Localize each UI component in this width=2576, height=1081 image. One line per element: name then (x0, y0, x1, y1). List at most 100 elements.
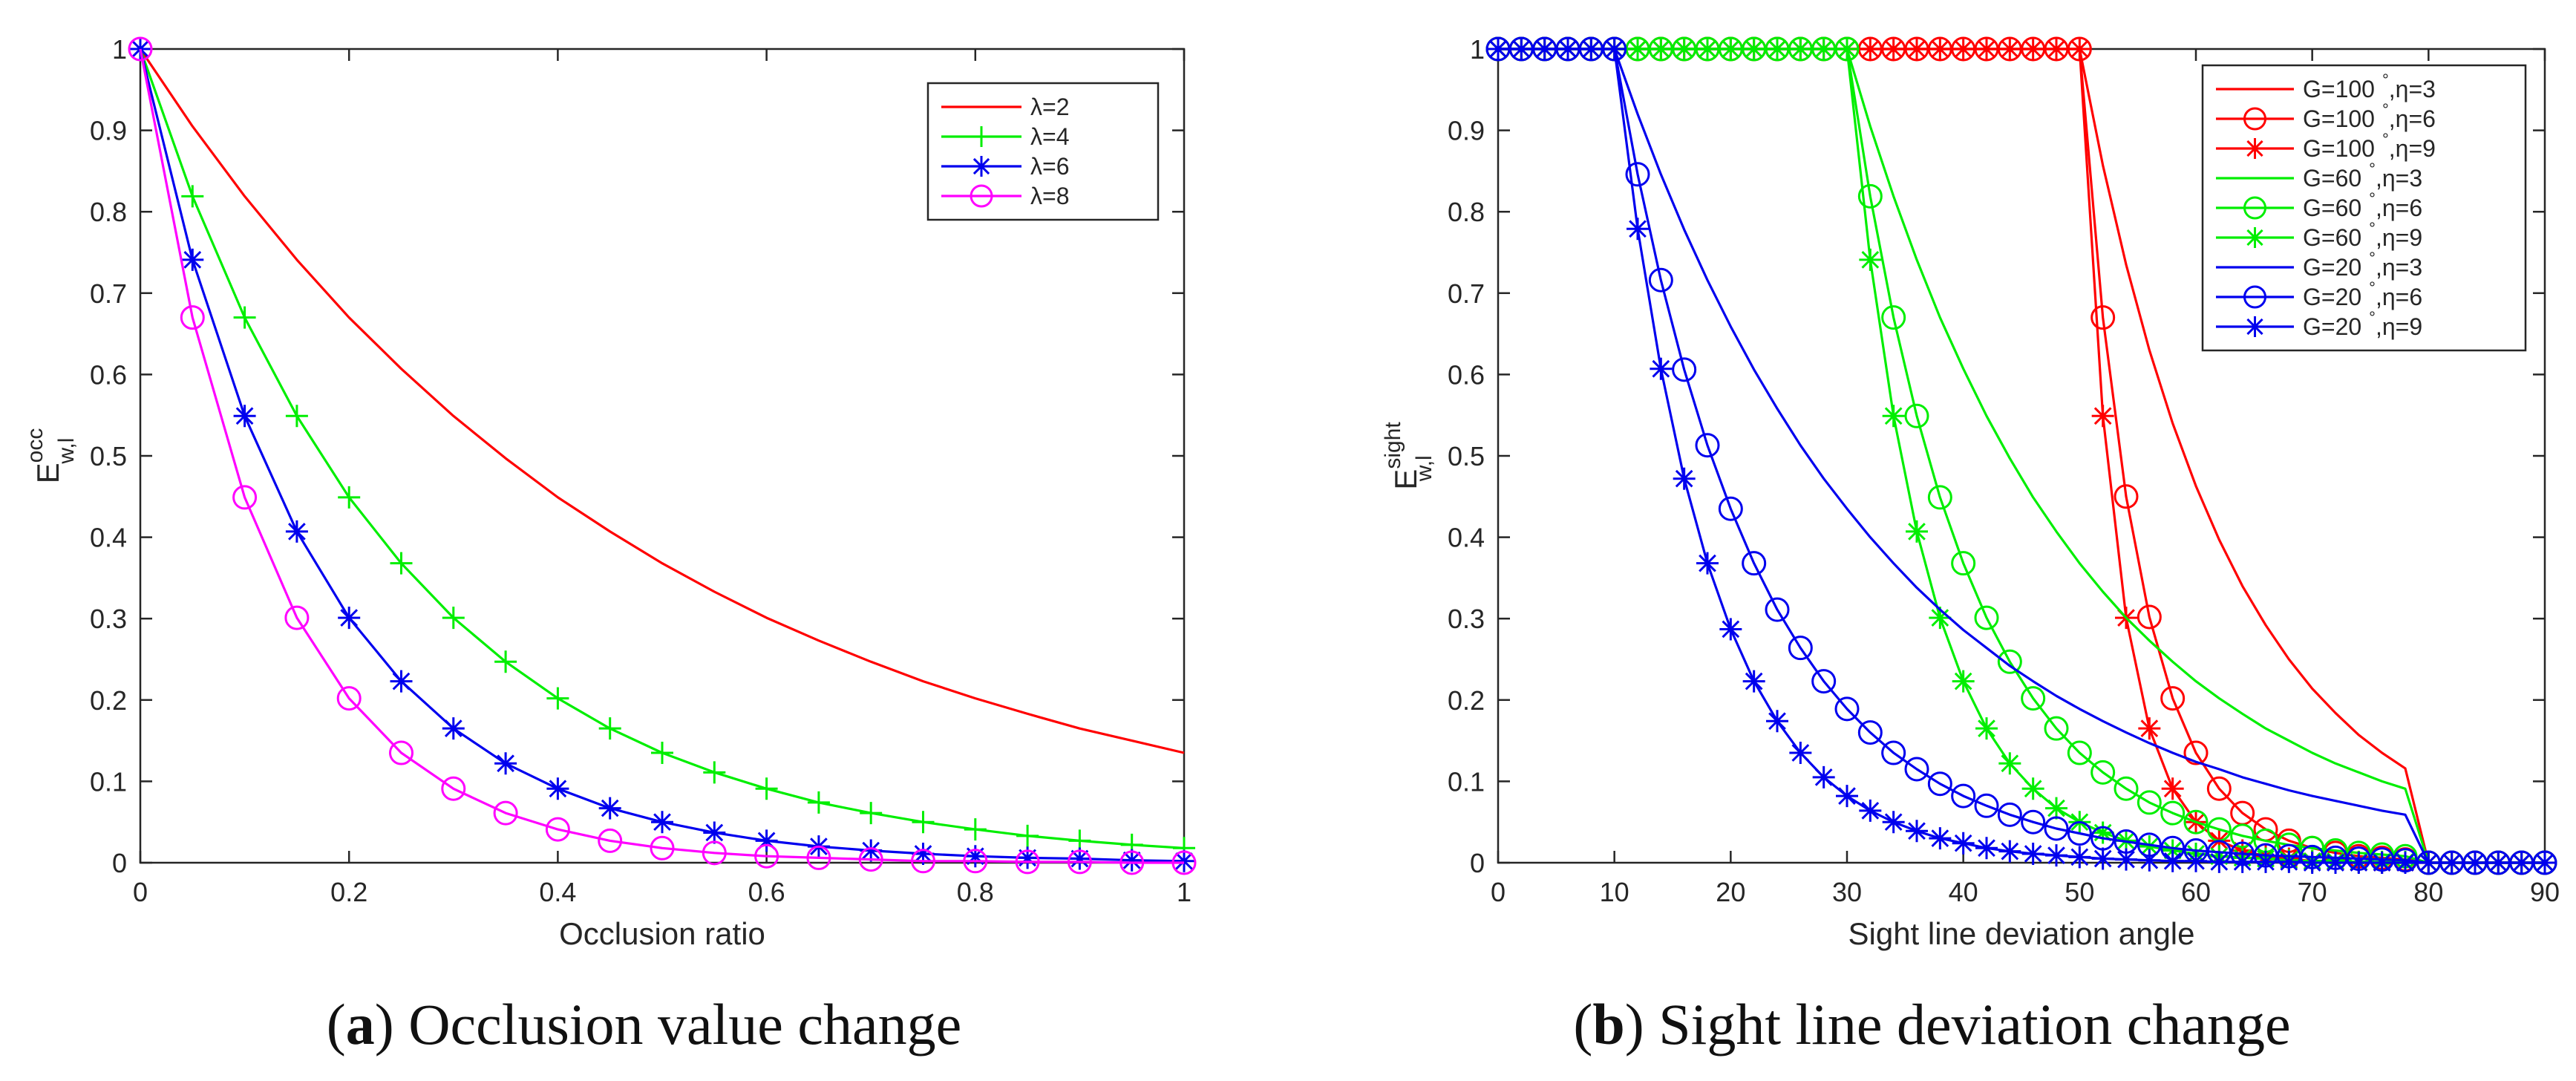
chart-a-x-axis-label: Occlusion ratio (559, 916, 765, 951)
degree-symbol: ° (2369, 219, 2376, 238)
legend-label-part: ,η=9 (2389, 135, 2436, 162)
chart-b-ytick-label: 0.2 (1448, 685, 1485, 716)
degree-symbol: ° (2382, 130, 2389, 148)
chart-b-data-point (1881, 740, 1906, 765)
chart-a-legend: λ=2 λ=4 λ=6 λ=8 (926, 82, 1160, 221)
chart-b-data-point (2301, 852, 2324, 874)
chart-b-data-point (1998, 38, 2021, 60)
chart-b-data-point (2021, 38, 2044, 60)
chart-a-legend-label: λ=8 (1030, 183, 1069, 209)
chart-a-legend-marker (971, 126, 992, 147)
chart-a-ytick-label: 0 (112, 848, 127, 878)
y-label-sub: w,l (1412, 455, 1436, 482)
chart-a-data-point (650, 835, 675, 860)
chart-a-data-point (442, 717, 465, 740)
chart-b-ytick-label: 0.6 (1448, 359, 1485, 390)
chart-b-data-point (2067, 821, 2092, 846)
chart-b-data-point (2091, 847, 2114, 870)
sight-deviation-chart: 0 10 20 30 40 50 60 70 80 90 0 0.1 0.2 0.3 0.4 0.5 0.6 0.… (1381, 34, 2560, 951)
chart-b-xtick-label: 30 (1832, 877, 1862, 907)
chart-b-data-point (1951, 783, 1976, 809)
chart-b-legend-marker (2243, 285, 2266, 309)
chart-b-ytick-label: 1 (1470, 34, 1485, 65)
chart-a-data-point (390, 552, 413, 575)
chart-a-data-point (651, 811, 673, 834)
degree-symbol: ° (2382, 100, 2389, 119)
occlusion-chart: 0 0.2 0.4 0.6 0.8 1 0 0.1 0.2 0.3 0.4 0.5 0.6 0.7 0.8 0… (23, 34, 1197, 951)
chart-b-xtick-label: 90 (2530, 877, 2560, 907)
chart-b-data-point (1696, 38, 1719, 60)
chart-b-data-point (1857, 183, 1883, 209)
chart-b-data-point (1510, 38, 1533, 60)
chart-a-data-point (233, 405, 256, 428)
chart-b-legend-marker (2244, 138, 2266, 159)
chart-b-data-point (1580, 38, 1603, 60)
chart-a-data-point (338, 486, 361, 509)
panel-a-occlusion: 0 0.2 0.4 0.6 0.8 1 0 0.1 0.2 0.3 0.4 0.5 0.6 0.7 0.8 0… (23, 34, 1197, 1056)
legend-label-part: G=60 (2303, 195, 2361, 221)
chart-b-data-point (1766, 710, 1788, 733)
legend-label-part: ,η=3 (2376, 254, 2422, 281)
chart-a-ytick-label: 0.4 (90, 523, 127, 553)
chart-a-ytick-label: 0.1 (90, 766, 127, 797)
chart-a-xtick-label: 0.8 (957, 877, 994, 907)
chart-a-data-point (703, 761, 726, 784)
chart-b-data-point (1974, 793, 1999, 818)
chart-b-data-point (1834, 696, 1860, 722)
chart-a-data-point (911, 849, 935, 874)
chart-b-data-point (1788, 636, 1813, 661)
chart-a-data-point (1171, 850, 1197, 875)
chart-b-data-point (2161, 777, 2184, 800)
legend-label-part: ,η=3 (2376, 165, 2422, 192)
chart-b-data-point (2045, 844, 2067, 867)
chart-b-ytick-label: 0 (1470, 848, 1485, 878)
chart-b-x-axis-label: Sight line deviation angle (1848, 916, 2194, 951)
chart-b-data-point (2487, 852, 2510, 874)
chart-b-data-point (2138, 849, 2161, 872)
y-label-sub: w,l (54, 438, 79, 465)
chart-a-data-point (1067, 849, 1092, 875)
panel-b-sight: 0 10 20 30 40 50 60 70 80 90 0 0.1 0.2 0.3 0.4 0.5 0.6 0.… (1288, 0, 2576, 1081)
chart-b-data-point (1998, 752, 2021, 775)
chart-b-data-point (1882, 38, 1905, 60)
chart-b-data-point (2278, 850, 2301, 873)
chart-b-legend-label: G=100 °,η=9 (2303, 130, 2436, 162)
chart-b-data-point (2137, 790, 2162, 815)
chart-b-data-point (1952, 670, 1975, 693)
chart-b-data-point (2044, 716, 2069, 741)
chart-b-data-point (2021, 842, 2044, 865)
chart-b-data-point (2045, 38, 2067, 60)
chart-b-data-point (1812, 765, 1835, 788)
chart-a-data-point (598, 797, 621, 820)
chart-b-data-point (2068, 846, 2091, 869)
chart-b-series-line (1498, 48, 2545, 864)
chart-b-data-point (2231, 850, 2254, 873)
chart-b-data-point (1836, 785, 1858, 808)
legend-label-part: G=60 (2303, 224, 2361, 251)
chart-b-xtick-label: 70 (2298, 877, 2327, 907)
chart-a-data-point (598, 828, 623, 853)
caption-a-text: Occlusion value change (393, 992, 962, 1056)
chart-a-data-point (441, 776, 466, 801)
chart-a-series-line (139, 48, 1185, 754)
chart-b-y-axis-label: Esight w,l (1381, 422, 1436, 490)
legend-label-part: G=20 (2303, 284, 2361, 310)
chart-b-data-point (2021, 809, 2046, 835)
chart-a-data-point (1173, 849, 1195, 872)
chart-b-data-point (1998, 840, 2021, 863)
chart-b-data-point (1882, 811, 1905, 834)
chart-a-data-point (912, 842, 935, 865)
chart-b-data-point (1929, 827, 1952, 850)
chart-a-legend-label: λ=2 (1030, 94, 1069, 120)
caption-b: (b) Sight line deviation change (1288, 991, 2576, 1058)
chart-a-data-point (180, 305, 205, 330)
chart-a-data-point (755, 777, 778, 800)
chart-b-series-line (1498, 48, 2545, 864)
legend-label-part: G=100 (2303, 76, 2375, 102)
chart-b-data-point (1904, 403, 1929, 428)
chart-b-data-point (1648, 267, 1673, 293)
chart-b-series-9 (1487, 38, 2556, 874)
chart-b-ytick-label: 0.5 (1448, 441, 1485, 471)
chart-b-data-point (2324, 852, 2347, 874)
chart-a-data-point (336, 686, 362, 711)
